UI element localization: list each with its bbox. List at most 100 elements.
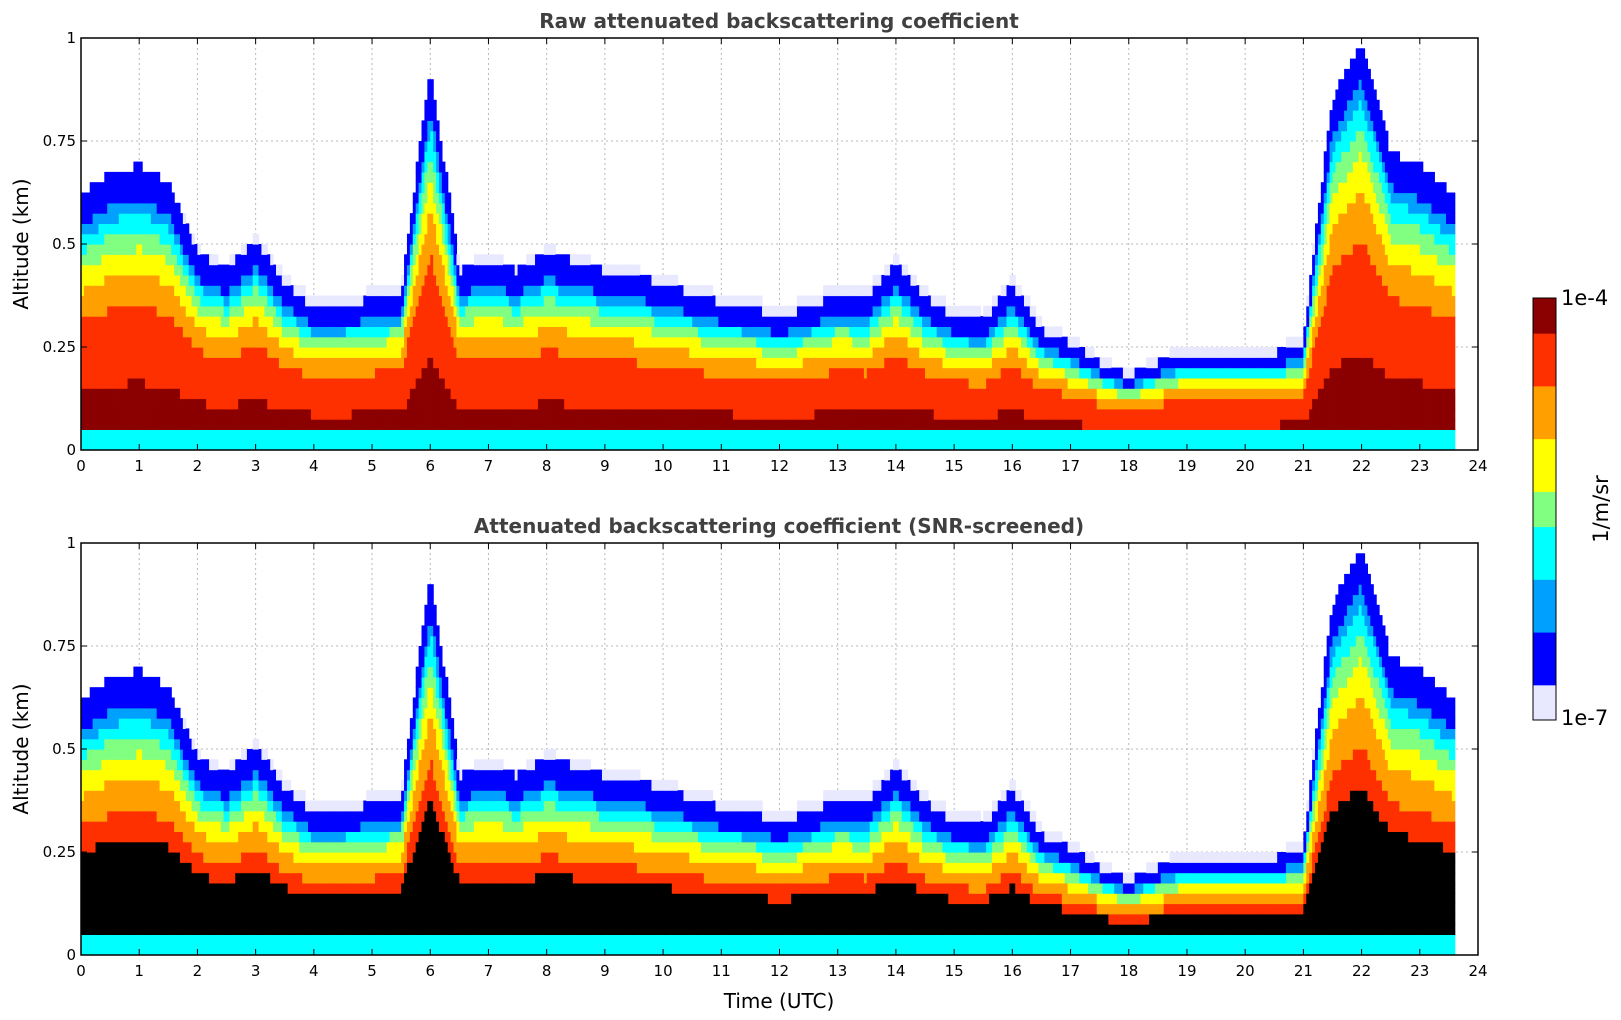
heatmap-cell — [604, 388, 609, 400]
heatmap-column — [692, 285, 696, 450]
heatmap-cell — [305, 316, 309, 327]
heatmap-cell — [706, 326, 711, 338]
heatmap-cell — [380, 439, 385, 450]
heatmap-cell — [211, 316, 216, 327]
heatmap-cell — [223, 285, 228, 297]
heatmap-cell — [631, 316, 635, 327]
heatmap-cell — [535, 347, 539, 358]
heatmap-cell — [284, 377, 289, 389]
heatmap-cell — [241, 439, 245, 450]
heatmap-cell — [657, 305, 661, 317]
heatmap-cell — [380, 305, 385, 317]
heatmap-cell — [665, 347, 670, 358]
heatmap-cell — [249, 274, 254, 286]
heatmap-cell — [488, 336, 492, 348]
heatmap-cell — [153, 223, 158, 235]
heatmap-cell — [200, 336, 204, 348]
heatmap-cell — [613, 347, 618, 358]
heatmap-cell — [552, 244, 556, 255]
heatmap-cell — [206, 398, 210, 410]
heatmap-cell — [622, 357, 626, 369]
heatmap-cell — [444, 223, 449, 235]
heatmap-cell — [406, 274, 411, 286]
heatmap-cell — [377, 367, 382, 379]
heatmap-cell — [421, 398, 426, 410]
heatmap-cell — [674, 295, 679, 307]
heatmap-cell — [610, 377, 615, 389]
heatmap-cell — [459, 357, 463, 369]
heatmap-cell — [500, 254, 504, 266]
heatmap-cell — [436, 336, 440, 348]
heatmap-cell — [104, 305, 108, 317]
heatmap-cell — [680, 305, 685, 317]
heatmap-cell — [101, 244, 105, 255]
heatmap-cell — [526, 439, 530, 450]
heatmap-cell — [735, 326, 740, 338]
heatmap-cell — [130, 264, 134, 276]
heatmap-cell — [412, 347, 417, 358]
heatmap-cell — [179, 213, 184, 224]
heatmap-cell — [130, 202, 134, 214]
heatmap-cell — [567, 398, 571, 410]
heatmap-cell — [110, 408, 114, 420]
heatmap-cell — [508, 377, 513, 389]
heatmap-cell — [633, 316, 638, 327]
heatmap-cell — [95, 192, 100, 204]
heatmap-cell — [113, 295, 117, 307]
heatmap-cell — [706, 357, 711, 369]
heatmap-cell — [700, 388, 705, 400]
heatmap-cell — [95, 326, 100, 338]
heatmap-cell — [200, 254, 204, 266]
heatmap-cell — [177, 398, 181, 410]
heatmap-cell — [622, 336, 626, 348]
heatmap-cell — [246, 357, 251, 369]
heatmap-cell — [319, 388, 324, 400]
heatmap-cell — [700, 398, 705, 410]
heatmap-cell — [680, 377, 685, 389]
heatmap-cell — [209, 305, 213, 317]
heatmap-cell — [107, 347, 111, 358]
heatmap-cell — [674, 439, 679, 450]
heatmap-cell — [584, 285, 589, 297]
heatmap-cell — [654, 347, 658, 358]
heatmap-cell — [223, 357, 228, 369]
heatmap-cell — [505, 367, 510, 379]
heatmap-cell — [229, 316, 233, 327]
heatmap-cell — [185, 254, 190, 266]
heatmap-cell — [209, 388, 213, 400]
heatmap-cell — [185, 233, 190, 245]
heatmap-column — [246, 244, 251, 450]
heatmap-cell — [118, 305, 123, 317]
heatmap-cell — [683, 388, 687, 400]
heatmap-column — [529, 254, 533, 450]
heatmap-cell — [604, 316, 609, 327]
heatmap-cell — [441, 336, 446, 348]
heatmap-cell — [599, 408, 603, 420]
heatmap-cell — [293, 429, 297, 441]
heatmap-cell — [709, 377, 714, 389]
heatmap-cell — [718, 347, 722, 358]
heatmap-cell — [232, 439, 236, 450]
heatmap-cell — [81, 388, 85, 400]
heatmap-cell — [730, 295, 734, 307]
heatmap-cell — [433, 213, 437, 224]
heatmap-cell — [500, 347, 504, 358]
heatmap-cell — [217, 357, 222, 369]
heatmap-cell — [581, 274, 586, 286]
heatmap-cell — [730, 439, 734, 450]
heatmap-cell — [238, 254, 242, 266]
heatmap-cell — [572, 419, 577, 430]
heatmap-cell — [572, 285, 577, 297]
heatmap-cell — [727, 305, 731, 317]
heatmap-cell — [136, 161, 140, 173]
heatmap-cell — [86, 347, 91, 358]
heatmap-cell — [549, 398, 554, 410]
heatmap-cell — [732, 347, 737, 358]
heatmap-cell — [284, 439, 289, 450]
heatmap-cell — [398, 347, 402, 358]
heatmap-column — [558, 254, 562, 450]
heatmap-cell — [115, 223, 120, 235]
heatmap-column — [415, 161, 420, 450]
heatmap-cell — [168, 347, 172, 358]
heatmap-cell — [575, 377, 580, 389]
